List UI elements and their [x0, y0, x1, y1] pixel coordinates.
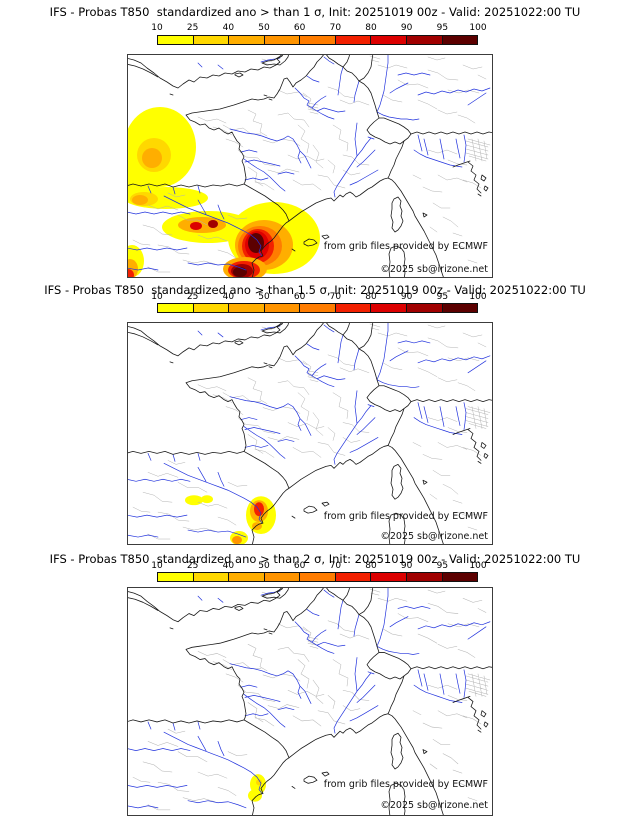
colorbar-cell — [335, 36, 372, 44]
colorbar-tick-label: 80 — [365, 23, 377, 33]
anomaly-blobs-layer — [248, 774, 266, 802]
attribution-ecmwf: from grib files provided by ECMWF — [323, 511, 488, 522]
colorbar-cell — [229, 36, 265, 44]
colorbar-cell — [406, 304, 443, 312]
colorbar-tick-label: 40 — [222, 561, 235, 571]
colorbar-tick-label: 100 — [469, 561, 487, 571]
colorbar-cell — [264, 36, 301, 44]
colorbar-tick-label: 10 — [151, 23, 163, 33]
colorbar-tick-label: 90 — [400, 292, 413, 302]
colorbar-tick-label: 50 — [258, 561, 270, 571]
anomaly-blob — [132, 195, 148, 205]
colorbar-tick-label: 100 — [469, 23, 487, 33]
colorbar-tick-label: 80 — [365, 561, 377, 571]
panel-title: IFS - Probas T850 standardized ano > tha… — [49, 5, 581, 19]
colorbar-cell — [406, 573, 443, 581]
colorbar-tick-label: 40 — [222, 23, 235, 33]
colorbar-tick-label: 70 — [329, 23, 342, 33]
colorbar-cell — [371, 573, 407, 581]
colorbar-tick-label: 40 — [222, 292, 235, 302]
colorbar-cell — [229, 304, 265, 312]
colorbar-cell — [264, 573, 301, 581]
colorbar-cell — [335, 573, 372, 581]
anomaly-blob — [233, 267, 247, 277]
attribution-ecmwf: from grib files provided by ECMWF — [323, 241, 488, 252]
colorbar-tick-label: 50 — [258, 23, 270, 33]
colorbar-tick-label: 60 — [293, 23, 306, 33]
colorbar-cell — [371, 304, 407, 312]
attribution-copyright: ©2025 sb@irizone.net — [380, 800, 488, 811]
colorbar-cell — [193, 573, 230, 581]
colorbar-tick-label: 95 — [436, 561, 449, 571]
colorbar-tick-label: 60 — [293, 561, 306, 571]
anomaly-blob — [185, 495, 203, 506]
anomaly-blob — [254, 502, 264, 517]
colorbar-cell — [158, 304, 194, 312]
colorbar-tick-label: 50 — [258, 292, 270, 302]
colorbar-tick-label: 90 — [400, 561, 413, 571]
map-panel-1 — [127, 54, 493, 278]
colorbar-cell — [335, 304, 372, 312]
anomaly-blobs-layer — [185, 495, 276, 544]
colorbar-cell — [229, 573, 265, 581]
map-panel-3 — [127, 587, 493, 816]
colorbar-tick-label: 25 — [186, 292, 199, 302]
anomaly-blob — [142, 148, 162, 168]
colorbar-tick-label: 25 — [186, 23, 199, 33]
colorbar-tick-label: 95 — [436, 292, 449, 302]
map-panel-2 — [127, 322, 493, 545]
colorbar-cell — [371, 36, 407, 44]
colorbar — [157, 303, 478, 313]
panel-title: IFS - Probas T850 standardized ano > tha… — [49, 552, 581, 566]
colorbar-tick-label: 70 — [329, 561, 342, 571]
colorbar-cell — [406, 36, 443, 44]
anomaly-blob — [208, 220, 218, 228]
attribution-copyright: ©2025 sb@irizone.net — [380, 264, 488, 275]
colorbar-tick-label: 80 — [365, 292, 377, 302]
colorbar — [157, 35, 478, 45]
panel-title: IFS - Probas T850 standardized ano > tha… — [44, 283, 586, 297]
colorbar-tick-label: 90 — [400, 23, 413, 33]
colorbar-cell — [300, 36, 336, 44]
attribution-copyright: ©2025 sb@irizone.net — [380, 531, 488, 542]
anomaly-blob — [232, 536, 242, 544]
anomaly-blob — [201, 495, 213, 504]
colorbar-tick-label: 95 — [436, 23, 449, 33]
colorbar-tick-label: 10 — [151, 561, 163, 571]
colorbar-tick-labels: 10 25 40 50 60 70 80 90 95 100 — [151, 561, 486, 572]
colorbar-cell — [158, 36, 194, 44]
colorbar-cell — [442, 304, 478, 312]
colorbar-cell — [442, 36, 478, 44]
colorbar-tick-labels: 10 25 40 50 60 70 80 90 95 100 — [151, 292, 486, 303]
colorbar-cell — [193, 36, 230, 44]
colorbar-tick-label: 70 — [329, 292, 342, 302]
colorbar-cell — [158, 573, 194, 581]
colorbar-tick-labels: 10 25 40 50 60 70 80 90 95 100 — [151, 23, 486, 34]
colorbar-cell — [264, 304, 301, 312]
colorbar-cell — [193, 304, 230, 312]
anomaly-blob — [128, 269, 134, 277]
attribution-ecmwf: from grib files provided by ECMWF — [323, 779, 488, 790]
colorbar-tick-label: 25 — [186, 561, 199, 571]
colorbar-tick-label: 10 — [151, 292, 163, 302]
colorbar-tick-label: 100 — [469, 292, 487, 302]
anomaly-blob — [190, 222, 202, 230]
anomaly-blob — [248, 789, 262, 802]
colorbar-tick-label: 60 — [293, 292, 306, 302]
anomaly-blobs-layer — [128, 107, 320, 277]
colorbar-cell — [300, 573, 336, 581]
colorbar-cell — [300, 304, 336, 312]
colorbar-cell — [442, 573, 478, 581]
colorbar — [157, 572, 478, 582]
